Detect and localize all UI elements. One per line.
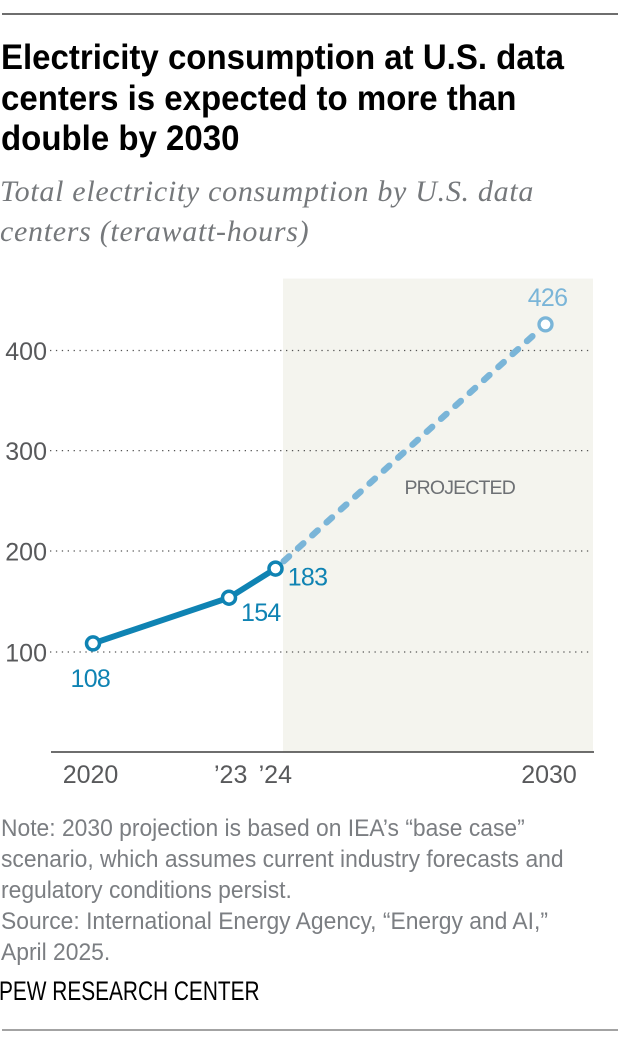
svg-text:200: 200 [5,538,47,566]
svg-text:PROJECTED: PROJECTED [405,477,516,499]
svg-text:400: 400 [5,338,47,366]
svg-text:100: 100 [5,639,47,667]
svg-text:2030: 2030 [521,761,577,789]
svg-text:’24: ’24 [259,761,292,789]
svg-text:183: 183 [288,563,328,591]
svg-text:2020: 2020 [63,761,119,789]
svg-text:300: 300 [5,438,47,466]
svg-text:154: 154 [241,599,281,627]
svg-text:’23: ’23 [214,761,247,789]
svg-text:108: 108 [71,665,111,693]
svg-text:426: 426 [528,284,568,312]
